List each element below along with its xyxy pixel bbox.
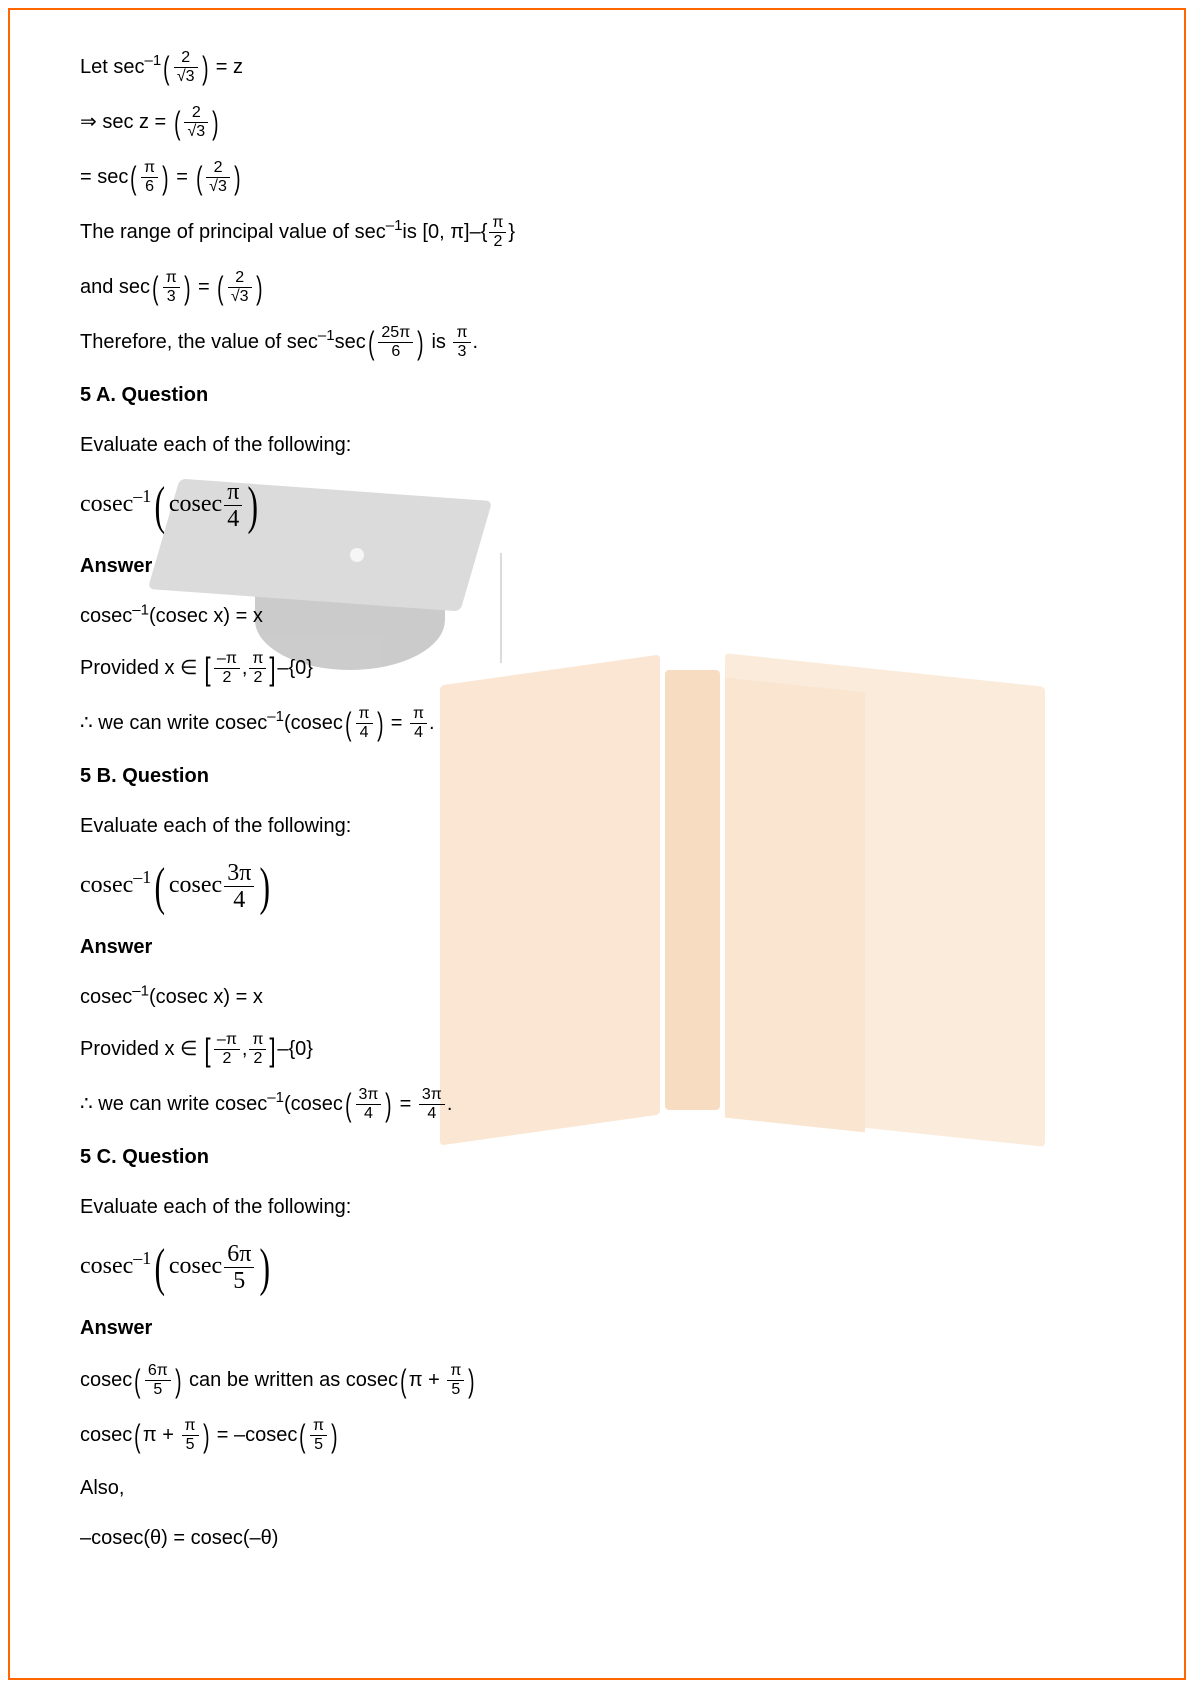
text-line: Also, [80,1473,1114,1503]
answer-heading: Answer [80,1313,1114,1343]
text: and sec [80,276,150,298]
text: = sec [80,166,128,188]
text: . [473,331,479,353]
text: The range of principal value of sec [80,221,386,243]
text-line: cosec–1(cosec x) = x [80,601,1114,631]
superscript: –1 [386,217,403,234]
question-heading: 5 C. Question [80,1142,1114,1172]
text-line: ∴ we can write cosec–1(cosec(π4) = π4. [80,706,1114,741]
text-line: cosec(π + π5) = –cosec(π5) [80,1418,1114,1453]
text-line: ∴ we can write cosec–1(cosec(3π4) = 3π4. [80,1087,1114,1122]
math-expression: cosec–1(cosec3π4) [80,861,1114,912]
text-line: The range of principal value of sec–1is … [80,215,1114,250]
text-line: Let sec–1(2√3) = z [80,50,1114,85]
superscript: –1 [318,327,335,344]
text-line: and sec(π3) = (2√3) [80,270,1114,305]
superscript: –1 [144,52,161,69]
document-content: Let sec–1(2√3) = z ⇒ sec z = (2√3) = sec… [80,50,1114,1573]
question-heading: 5 B. Question [80,761,1114,791]
text-line: Therefore, the value of sec–1sec(25π6) i… [80,325,1114,360]
text-line: Evaluate each of the following: [80,811,1114,841]
answer-heading: Answer [80,551,1114,581]
text: = [192,276,215,298]
text: sec [335,331,366,353]
text: is [426,331,452,353]
text: } [508,221,515,243]
text-line: cosec(6π5) can be written as cosec(π + π… [80,1363,1114,1398]
text: ⇒ sec z = [80,111,172,133]
text-line: cosec–1(cosec x) = x [80,982,1114,1012]
answer-heading: Answer [80,932,1114,962]
text-line: Evaluate each of the following: [80,430,1114,460]
text-line: Provided x ∈ [–π2,π2]–{0} [80,1032,1114,1067]
text-line: –cosec(θ) = cosec(–θ) [80,1523,1114,1553]
text: Therefore, the value of sec [80,331,318,353]
text-line: ⇒ sec z = (2√3) [80,105,1114,140]
text-line: Evaluate each of the following: [80,1192,1114,1222]
text: is [0, π]–{ [402,221,487,243]
text: = z [210,56,243,78]
text: = [171,166,194,188]
text-line: = sec(π6) = (2√3) [80,160,1114,195]
math-expression: cosec–1(cosec6π5) [80,1242,1114,1293]
question-heading: 5 A. Question [80,380,1114,410]
math-expression: cosec–1(cosecπ4) [80,480,1114,531]
text-line: Provided x ∈ [–π2,π2]–{0} [80,651,1114,686]
text: Let sec [80,56,144,78]
